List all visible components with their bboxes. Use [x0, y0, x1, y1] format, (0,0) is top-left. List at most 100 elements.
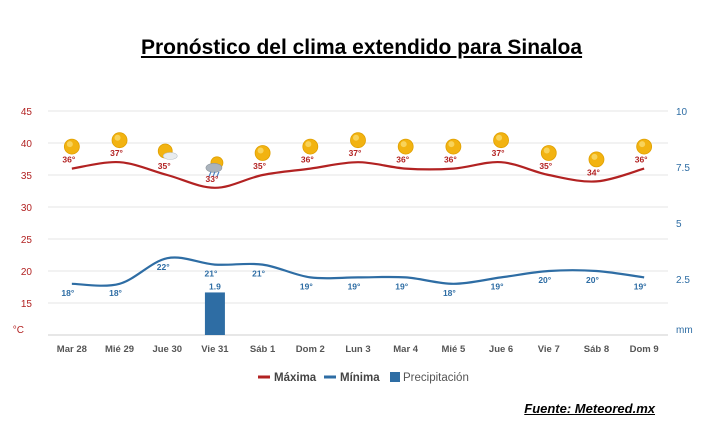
min-data-label: 19°	[634, 281, 647, 291]
max-line	[71, 161, 645, 189]
sun-icon	[63, 138, 80, 155]
x-tick-label: Jue 6	[489, 344, 513, 355]
sun-disc	[636, 138, 653, 155]
sun-disc	[540, 145, 557, 161]
legend-item: Mínima	[324, 372, 380, 384]
sun-icon	[350, 132, 366, 149]
x-tick-label: Dom 2	[296, 344, 325, 355]
right-tick-label: 5	[676, 219, 682, 230]
min-data-label: 21°	[204, 269, 217, 279]
left-tick-label: 40	[21, 139, 33, 150]
left-tick-label: 25	[21, 235, 33, 246]
min-data-label: 20°	[586, 275, 599, 285]
legend-label: Precipitación	[403, 372, 469, 384]
right-axis: 2.5 5 7.5 10 mm	[676, 107, 693, 336]
sun-highlight	[496, 134, 503, 141]
storm-icon	[205, 156, 224, 178]
max-data-label: 35°	[158, 161, 171, 171]
left-tick-label: 30	[21, 203, 33, 214]
sun-highlight	[353, 134, 359, 141]
grid-lines	[48, 110, 668, 336]
cloud-shape	[162, 152, 178, 160]
legend-item: Precipitación	[390, 372, 469, 384]
source-credit: Fuente: Meteored.mx	[524, 401, 655, 416]
precipitation-label: 1.9	[209, 281, 221, 291]
left-tick-label: 45	[21, 107, 33, 118]
series-lines	[71, 161, 645, 287]
sun-highlight	[448, 141, 455, 148]
max-data-label: 36°	[444, 155, 457, 165]
right-tick-label: 2.5	[676, 275, 690, 286]
min-data-label: 18°	[109, 288, 122, 298]
max-data-label: 36°	[62, 155, 75, 165]
sun-disc	[111, 132, 128, 149]
x-tick-label: Sáb 8	[584, 344, 609, 355]
sun-icon	[445, 138, 462, 155]
min-line	[71, 256, 645, 287]
right-axis-unit: mm	[676, 325, 693, 336]
sun-disc	[445, 138, 462, 155]
legend-label: Mínima	[340, 372, 380, 384]
sun-highlight	[114, 134, 121, 141]
x-tick-label: Mié 5	[442, 344, 466, 355]
x-tick-label: Vie 7	[538, 344, 560, 355]
sun-highlight	[400, 141, 407, 148]
min-data-label: 19°	[395, 281, 408, 291]
legend-label: Máxima	[274, 372, 317, 384]
min-data-label: 18°	[61, 288, 74, 298]
sun-disc	[302, 138, 319, 155]
x-tick-label: Sáb 1	[250, 344, 276, 355]
rain-drops	[208, 171, 220, 178]
min-data-label: 18°	[443, 288, 456, 298]
x-tick-label: Mar 28	[57, 344, 87, 355]
x-tick-label: Mié 29	[105, 344, 134, 355]
sun-icon	[493, 132, 509, 149]
sun-highlight	[639, 141, 646, 148]
partly-cloudy-icon	[157, 143, 178, 160]
precipitation-bar	[204, 292, 225, 335]
right-tick-label: 10	[676, 107, 688, 118]
sun-highlight	[257, 147, 264, 154]
sun-icon	[588, 151, 605, 168]
left-axis: 15 20 25 30 35 40 45 °C	[13, 107, 33, 336]
max-data-label: 34°	[587, 167, 600, 177]
sun-icon	[636, 138, 653, 155]
min-data-label: 20°	[538, 275, 551, 285]
min-data-label: 22°	[157, 262, 170, 272]
max-data-label: 36°	[635, 155, 648, 165]
cloud-shape	[205, 163, 223, 173]
left-tick-label: 15	[21, 299, 33, 310]
x-tick-label: Mar 4	[393, 344, 419, 355]
sun-highlight	[543, 147, 550, 154]
x-tick-label: Lun 3	[345, 344, 370, 355]
min-data-label: 19°	[300, 281, 313, 291]
sun-disc	[397, 138, 414, 155]
left-tick-label: 35	[21, 171, 33, 182]
sun-disc	[588, 151, 605, 168]
max-data-label: 35°	[539, 161, 552, 171]
legend-item: Máxima	[258, 372, 317, 384]
sun-disc	[350, 132, 366, 149]
sun-icon	[540, 145, 557, 161]
x-tick-label: Jue 30	[152, 344, 182, 355]
min-data-label: 21°	[252, 269, 265, 279]
data-labels: 1.9 36° 37° 35° 33° 35° 36° 37° 36° 36° 37° 35° 34° 3…	[61, 148, 648, 298]
x-axis: Mar 28 Mié 29 Jue 30 Vie 31 Sáb 1 Dom 2 Lun 3 M…	[57, 344, 659, 355]
sun-highlight	[305, 141, 312, 148]
legend: Máxima Mínima Precipitación	[258, 372, 469, 384]
min-data-label: 19°	[348, 281, 361, 291]
max-data-label: 35°	[253, 161, 266, 171]
left-tick-label: 20	[21, 267, 33, 278]
max-data-label: 36°	[301, 155, 314, 165]
right-tick-label: 7.5	[676, 163, 690, 174]
max-data-label: 33°	[205, 174, 218, 184]
sun-highlight	[591, 153, 598, 160]
sun-icon	[111, 132, 128, 149]
max-data-label: 36°	[396, 155, 409, 165]
precipitation-bars	[204, 292, 225, 335]
max-data-label: 37°	[492, 148, 505, 158]
sun-disc	[254, 145, 271, 161]
sun-icon	[254, 145, 271, 161]
sun-disc	[493, 132, 509, 149]
